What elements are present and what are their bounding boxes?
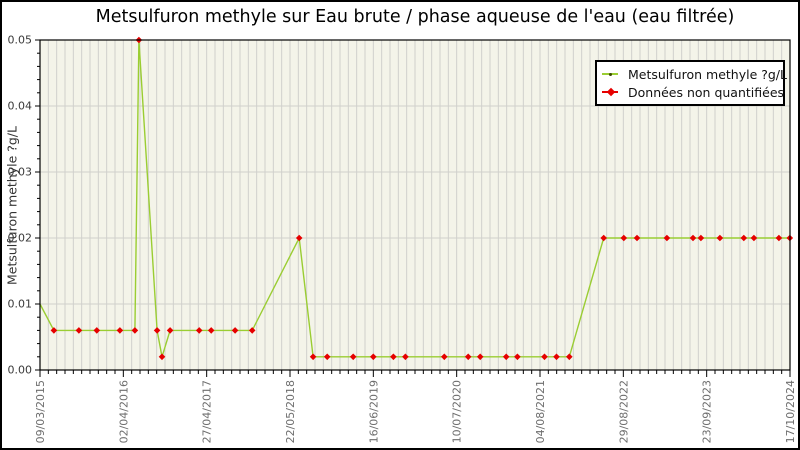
axis-ticks bbox=[35, 39, 791, 377]
x-tick-label: 23/09/2023 bbox=[701, 380, 714, 443]
data-point-marker bbox=[775, 234, 783, 242]
nonquantified-marker-sample-icon bbox=[600, 85, 622, 99]
data-point-marker bbox=[740, 234, 748, 242]
series-line-sample-icon bbox=[600, 67, 622, 81]
x-tick-label: 17/10/2024 bbox=[784, 380, 797, 443]
data-point-marker bbox=[390, 353, 397, 361]
data-point-marker bbox=[502, 353, 510, 361]
y-tick-label: 0.05 bbox=[8, 34, 33, 47]
y-tick-labels: 0.00 0.01 0.02 0.03 0.04 0.05 bbox=[8, 34, 33, 377]
x-tick-label: 09/03/2015 bbox=[34, 380, 47, 443]
x-tick-label: 02/04/2016 bbox=[117, 380, 130, 443]
legend-diamond-icon bbox=[606, 87, 616, 97]
data-point-marker bbox=[620, 234, 628, 242]
data-point-marker bbox=[600, 234, 607, 242]
data-point-marker bbox=[697, 234, 705, 242]
x-tick-label: 04/08/2021 bbox=[534, 380, 547, 443]
data-point-marker bbox=[131, 327, 139, 334]
data-point-marker bbox=[295, 234, 303, 242]
data-point-marker bbox=[464, 353, 472, 361]
legend: Metsulfuron methyle ?g/L Données non qua… bbox=[595, 60, 787, 106]
data-point-marker bbox=[441, 353, 448, 361]
data-point-marker bbox=[248, 327, 256, 334]
chart-title: Metsulfuron methyle sur Eau brute / phas… bbox=[95, 7, 735, 27]
data-point-marker bbox=[716, 234, 724, 242]
data-point-marker bbox=[309, 353, 317, 361]
y-axis-label: Metsulfuron methyle ?g/L bbox=[4, 126, 20, 285]
x-tick-label: 22/05/2018 bbox=[284, 380, 297, 443]
data-point-marker bbox=[166, 327, 174, 334]
x-tick-labels: 09/03/2015 02/04/2016 27/04/2017 22/05/2018… bbox=[34, 380, 797, 443]
data-point-marker bbox=[158, 353, 166, 361]
data-point-marker bbox=[75, 327, 83, 334]
y-tick-label: 0.01 bbox=[8, 298, 33, 311]
legend-label-nonquantified: Données non quantifiées bbox=[628, 84, 785, 100]
data-point-marker bbox=[514, 353, 521, 361]
data-point-marker bbox=[689, 234, 697, 242]
legend-item-nonquantified: Données non quantifiées bbox=[600, 83, 784, 101]
x-tick-label: 10/07/2020 bbox=[451, 380, 464, 443]
y-tick-label: 0.04 bbox=[8, 100, 33, 113]
data-point-marker bbox=[633, 234, 641, 242]
x-tick-label: 16/06/2019 bbox=[367, 380, 380, 443]
data-point-marker bbox=[93, 327, 101, 334]
legend-label-series: Metsulfuron methyle ?g/L bbox=[628, 66, 787, 82]
data-point-marker bbox=[231, 327, 239, 334]
legend-dot-icon bbox=[609, 72, 612, 76]
data-point-marker bbox=[541, 353, 548, 361]
data-point-marker bbox=[323, 353, 331, 361]
y-tick-label: 0.00 bbox=[8, 364, 33, 377]
data-point-marker bbox=[116, 327, 124, 334]
data-point-marker bbox=[663, 234, 671, 242]
data-point-marker bbox=[476, 353, 484, 361]
series-line bbox=[39, 39, 790, 358]
x-tick-label: 29/08/2022 bbox=[617, 380, 630, 443]
legend-item-series: Metsulfuron methyle ?g/L bbox=[600, 65, 787, 83]
data-point-marker bbox=[750, 234, 758, 242]
data-point-marker bbox=[153, 327, 161, 334]
data-point-marker bbox=[195, 327, 203, 334]
y-tick-label: 0.03 bbox=[8, 166, 33, 179]
data-point-marker bbox=[207, 327, 215, 334]
x-tick-label: 27/04/2017 bbox=[201, 380, 214, 443]
data-point-marker bbox=[566, 353, 573, 361]
vertical-gridlines bbox=[47, 40, 783, 370]
data-point-marker bbox=[370, 353, 377, 361]
y-tick-label: 0.02 bbox=[8, 232, 33, 245]
data-point-marker bbox=[553, 353, 560, 361]
data-point-marker bbox=[402, 353, 409, 361]
data-point-marker bbox=[50, 327, 58, 334]
data-point-marker bbox=[349, 353, 357, 361]
horizontal-gridlines bbox=[40, 105, 790, 305]
